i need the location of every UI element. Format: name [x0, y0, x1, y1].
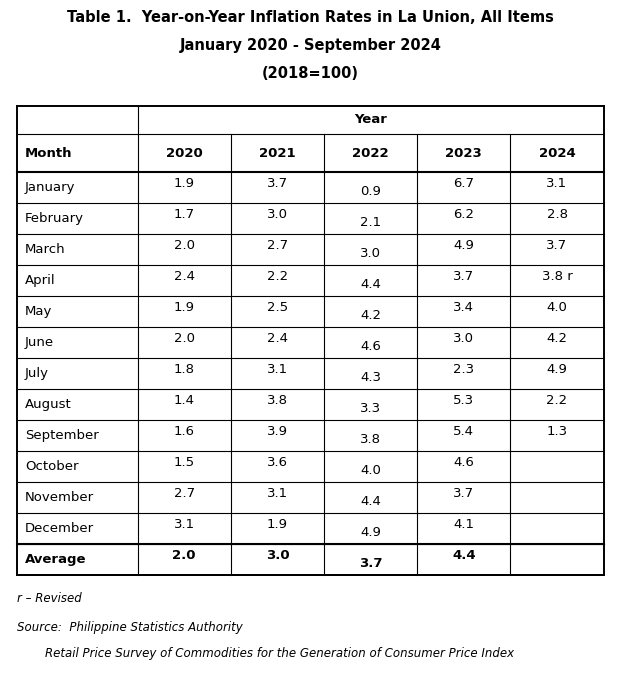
Text: February: February [25, 212, 84, 225]
Text: 3.7: 3.7 [359, 558, 383, 571]
Text: 2.4: 2.4 [174, 270, 194, 283]
Text: 2022: 2022 [352, 146, 389, 159]
Text: 3.9: 3.9 [267, 426, 288, 439]
Text: 4.2: 4.2 [360, 309, 381, 322]
Text: 4.6: 4.6 [360, 340, 381, 353]
Text: 3.8: 3.8 [360, 433, 381, 447]
Text: 2.1: 2.1 [360, 217, 381, 229]
Text: 1.5: 1.5 [174, 456, 195, 469]
Text: 2.0: 2.0 [174, 239, 194, 252]
Text: 2.7: 2.7 [267, 239, 288, 252]
Text: 3.0: 3.0 [266, 550, 289, 563]
Text: 4.2: 4.2 [546, 332, 568, 345]
Text: 4.3: 4.3 [360, 371, 381, 384]
Text: 2.5: 2.5 [267, 301, 288, 315]
Text: September: September [25, 430, 99, 443]
Text: 0.9: 0.9 [360, 185, 381, 198]
Text: Year: Year [354, 113, 387, 126]
Text: 5.3: 5.3 [453, 394, 474, 407]
Text: 2.0: 2.0 [174, 332, 194, 345]
Text: Average: Average [25, 554, 86, 567]
Text: June: June [25, 336, 54, 349]
Text: May: May [25, 305, 52, 318]
Text: 3.8: 3.8 [267, 394, 288, 407]
Text: Retail Price Survey of Commodities for the Generation of Consumer Price Index: Retail Price Survey of Commodities for t… [45, 647, 514, 660]
Text: 3.8 r: 3.8 r [542, 270, 573, 283]
Text: 3.1: 3.1 [546, 177, 568, 190]
Text: 4.9: 4.9 [360, 526, 381, 539]
Text: 2.4: 2.4 [267, 332, 288, 345]
Text: 2.3: 2.3 [453, 364, 474, 377]
Text: 3.0: 3.0 [360, 247, 381, 260]
Text: 2021: 2021 [259, 146, 296, 159]
Text: Source:  Philippine Statistics Authority: Source: Philippine Statistics Authority [17, 621, 243, 634]
Text: 3.7: 3.7 [453, 270, 474, 283]
Text: 4.4: 4.4 [360, 496, 381, 509]
Text: 2.2: 2.2 [546, 394, 568, 407]
Text: 4.9: 4.9 [453, 239, 474, 252]
Text: r – Revised: r – Revised [17, 592, 82, 605]
Text: 1.8: 1.8 [174, 364, 194, 377]
Text: (2018=100): (2018=100) [262, 66, 359, 81]
Text: 1.7: 1.7 [174, 208, 195, 221]
Text: 2.7: 2.7 [174, 488, 195, 501]
Text: August: August [25, 398, 71, 411]
Text: Table 1.  Year-on-Year Inflation Rates in La Union, All Items: Table 1. Year-on-Year Inflation Rates in… [67, 10, 554, 25]
Text: 1.4: 1.4 [174, 394, 194, 407]
Text: November: November [25, 492, 94, 505]
Text: 3.0: 3.0 [267, 208, 288, 221]
Text: January: January [25, 181, 75, 194]
Text: 3.1: 3.1 [174, 518, 195, 531]
Text: April: April [25, 274, 55, 287]
Text: July: July [25, 367, 49, 381]
Text: 2.2: 2.2 [267, 270, 288, 283]
Text: 4.6: 4.6 [453, 456, 474, 469]
Text: 3.7: 3.7 [453, 488, 474, 501]
Text: Month: Month [25, 146, 72, 159]
Text: 3.7: 3.7 [267, 177, 288, 190]
Text: 1.9: 1.9 [174, 301, 194, 315]
Text: 4.4: 4.4 [360, 279, 381, 291]
Text: 4.1: 4.1 [453, 518, 474, 531]
Text: 3.7: 3.7 [546, 239, 568, 252]
Text: 3.4: 3.4 [453, 301, 474, 315]
Text: October: October [25, 460, 78, 473]
Text: 4.0: 4.0 [360, 464, 381, 477]
Text: 2020: 2020 [166, 146, 202, 159]
Text: 6.2: 6.2 [453, 208, 474, 221]
Text: 2.8: 2.8 [546, 208, 568, 221]
Text: 4.0: 4.0 [546, 301, 568, 315]
Text: 3.1: 3.1 [267, 488, 288, 501]
Text: 1.6: 1.6 [174, 426, 194, 439]
Text: 6.7: 6.7 [453, 177, 474, 190]
Text: 2024: 2024 [538, 146, 576, 159]
Text: December: December [25, 522, 94, 535]
Text: 2.0: 2.0 [173, 550, 196, 563]
Text: 2023: 2023 [445, 146, 482, 159]
Text: 3.0: 3.0 [453, 332, 474, 345]
Text: 1.9: 1.9 [267, 518, 288, 531]
Text: 3.6: 3.6 [267, 456, 288, 469]
Text: 5.4: 5.4 [453, 426, 474, 439]
Text: March: March [25, 243, 65, 256]
Text: January 2020 - September 2024: January 2020 - September 2024 [179, 38, 442, 53]
Text: 4.4: 4.4 [452, 550, 476, 563]
Text: 1.3: 1.3 [546, 426, 568, 439]
Text: 1.9: 1.9 [174, 177, 194, 190]
Text: 3.3: 3.3 [360, 402, 381, 415]
Text: 3.1: 3.1 [267, 364, 288, 377]
Text: 4.9: 4.9 [546, 364, 568, 377]
